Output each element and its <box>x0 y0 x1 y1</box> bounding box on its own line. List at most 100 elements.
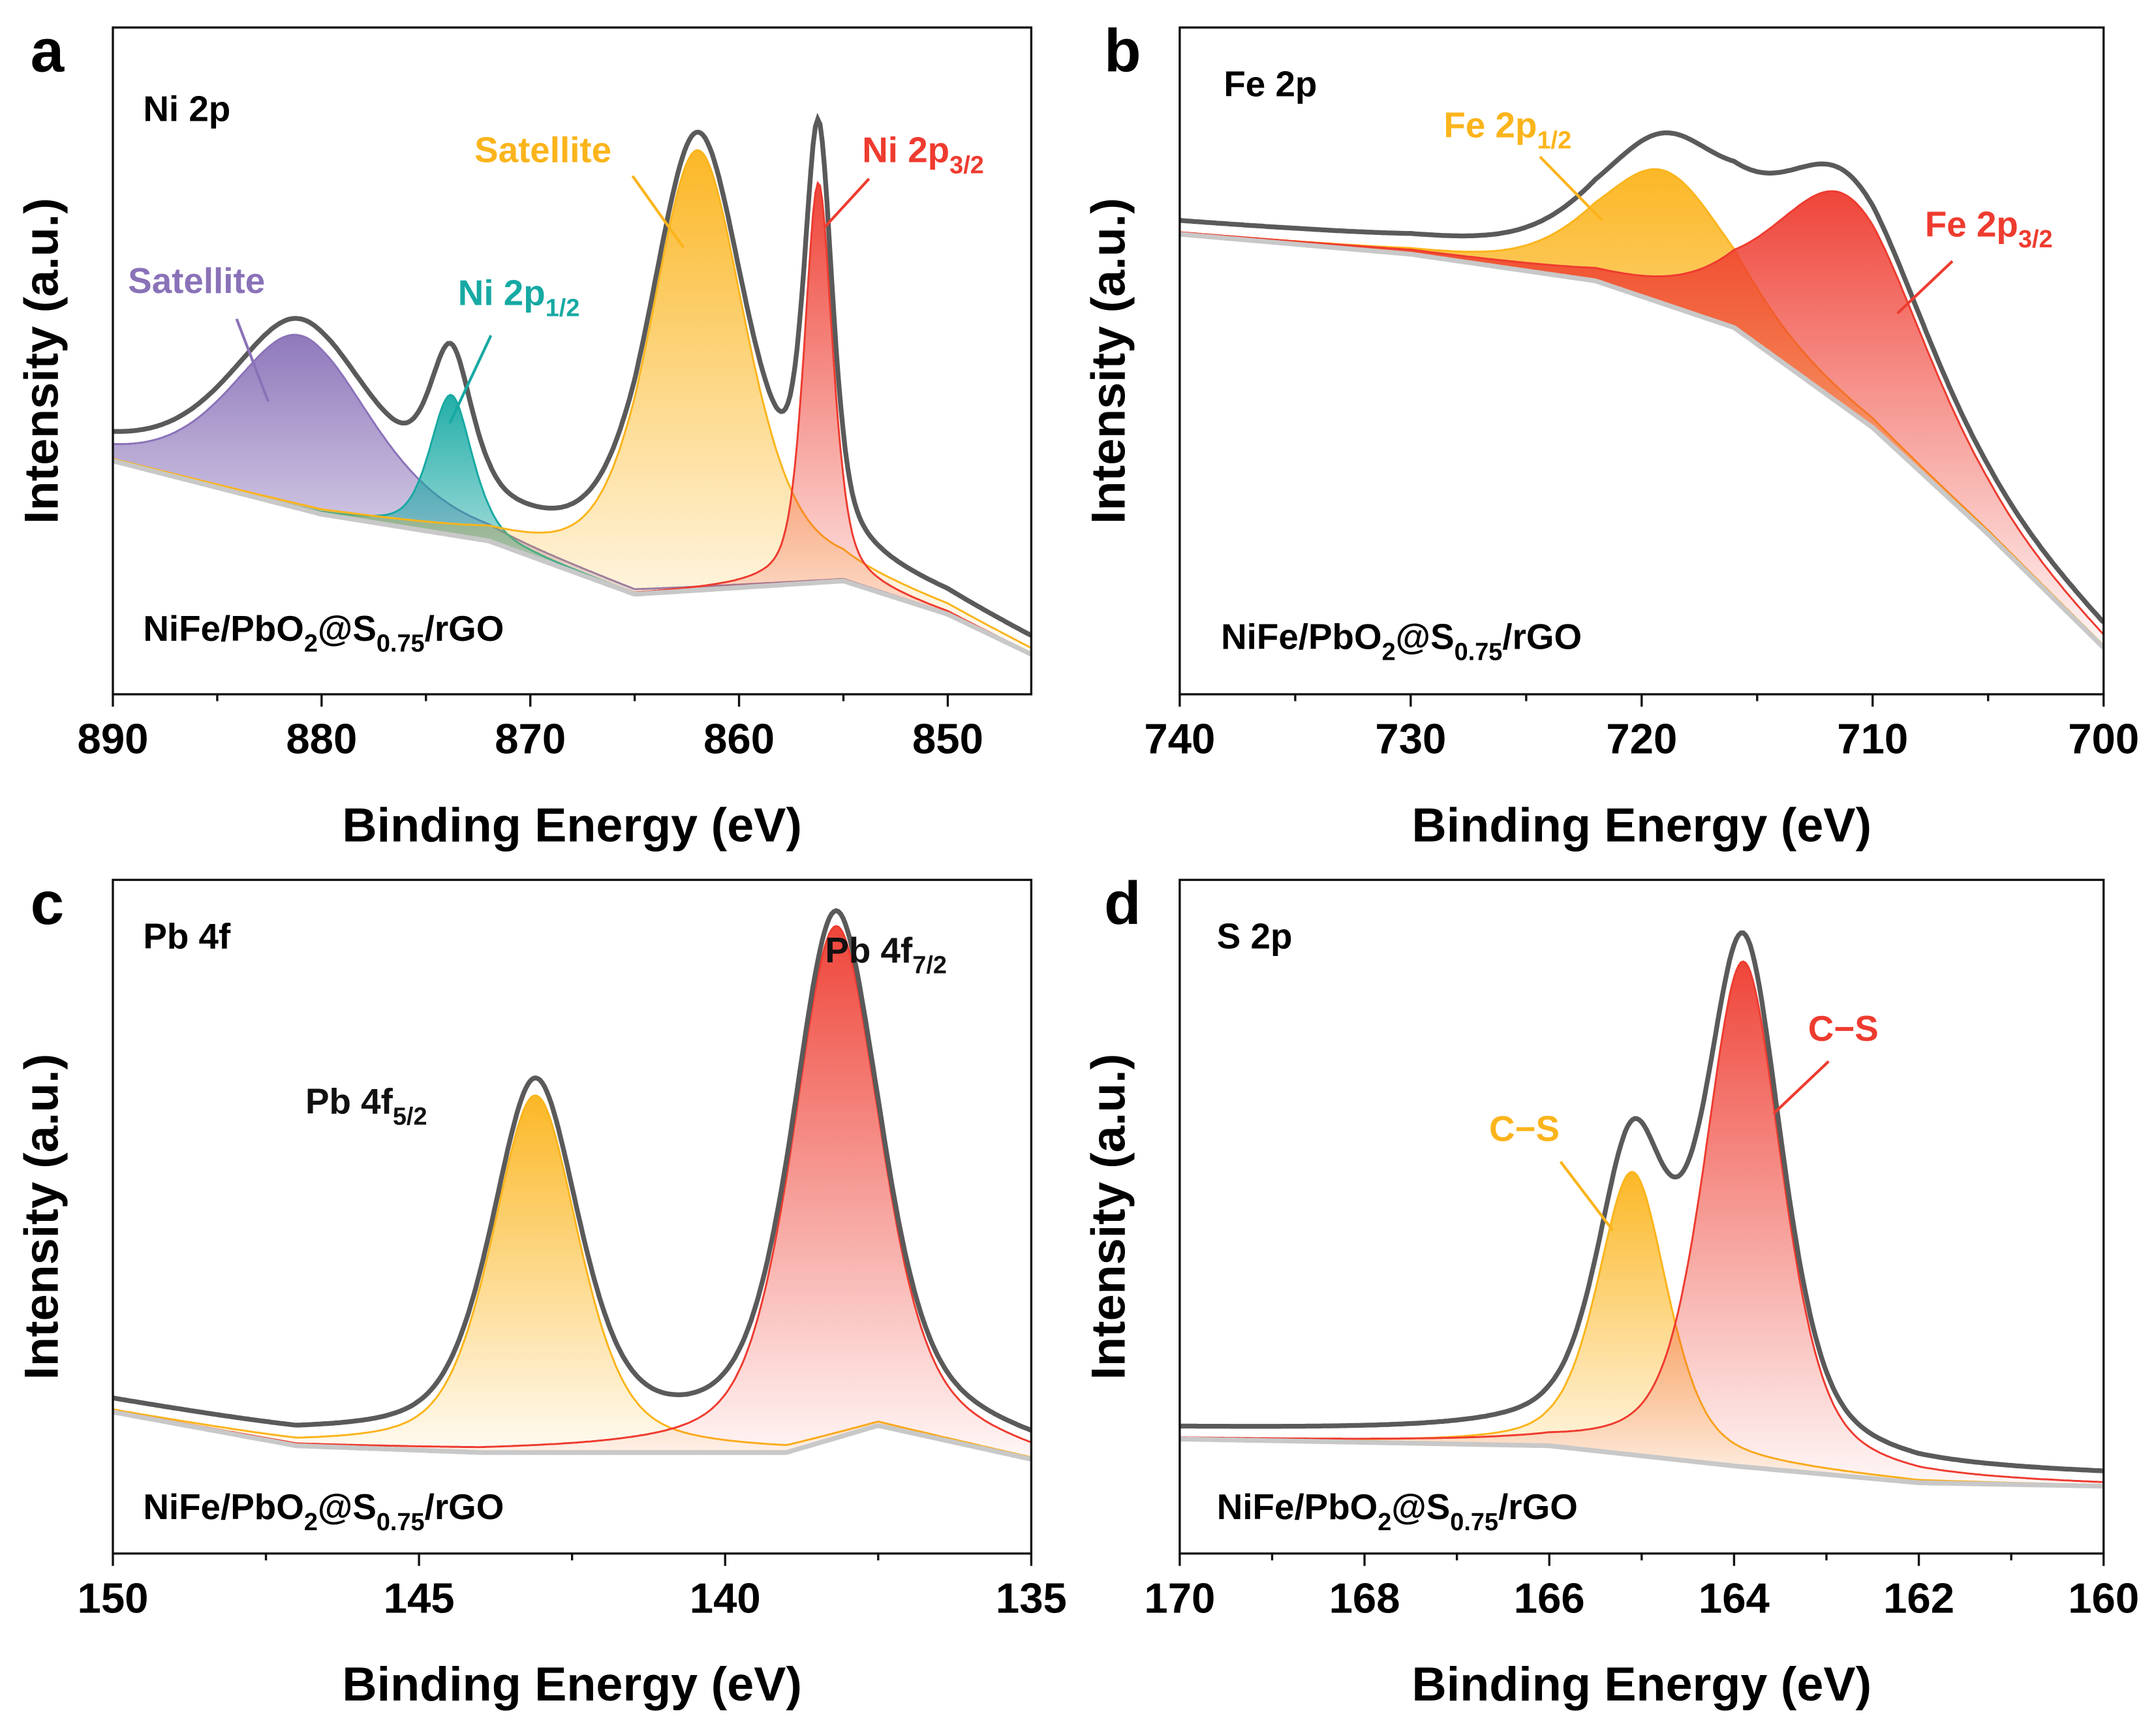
sample-label-part: 2 <box>1378 1509 1391 1536</box>
envelope-curve <box>1179 931 2104 1473</box>
peak-fill-0 <box>1179 1171 2104 1486</box>
sample-label: NiFe/PbO2@S0.75/rGO <box>1221 616 1582 666</box>
peak-label: Pb 4f5/2 <box>305 1081 427 1131</box>
x-tick-label: 870 <box>495 715 566 763</box>
panel-letter: c <box>31 869 65 937</box>
peak-leader-line <box>631 175 685 249</box>
plot-frame <box>112 26 1033 696</box>
x-tick-label: 860 <box>703 715 775 763</box>
sample-label-part: 2 <box>304 630 318 658</box>
x-tick-label: 170 <box>1144 1574 1215 1622</box>
x-tick-label: 720 <box>1606 715 1677 763</box>
peak-leader-line <box>824 177 870 228</box>
x-axis-title: Binding Energy (eV) <box>1411 797 1871 852</box>
sample-label-part: /rGO <box>1498 1486 1578 1527</box>
x-tick-label: 145 <box>384 1574 455 1622</box>
peak-label: Satellite <box>128 260 265 301</box>
peak-fill-0 <box>112 335 1032 654</box>
sample-label-part: 2 <box>1382 638 1396 666</box>
peak-fill-0 <box>1179 169 2104 648</box>
x-axis-title: Binding Energy (eV) <box>1411 1657 1871 1711</box>
x-tick-label: 166 <box>1514 1574 1585 1622</box>
sample-label-part: @S <box>1396 616 1455 656</box>
sample-label-part: /rGO <box>425 1486 504 1527</box>
sample-label-part: @S <box>1391 1486 1450 1527</box>
panel-letter: b <box>1104 17 1141 85</box>
peak-curve-1 <box>1179 190 2104 636</box>
panel-d: 170 168 166 164 162 160 Binding Energy (eV) Int… <box>1081 869 2140 1711</box>
x-tick-label: 700 <box>2068 715 2139 763</box>
x-tick-label: 740 <box>1144 715 1215 763</box>
x-tick-label: 850 <box>912 715 983 763</box>
background-curve <box>1179 1436 2104 1489</box>
x-tick-label: 135 <box>996 1574 1067 1622</box>
sample-label-part: 0.75 <box>377 1509 425 1536</box>
peak-label: C−S <box>1808 1008 1879 1049</box>
peak-leader-line <box>235 318 270 402</box>
x-tick-label: 710 <box>1837 715 1908 763</box>
envelope-curve <box>1179 130 2104 624</box>
panel-title: Fe 2p <box>1224 63 1317 104</box>
plot-area <box>112 112 1032 656</box>
sample-label-part: 0.75 <box>1455 638 1503 666</box>
panel-title: Pb 4f <box>143 916 231 957</box>
panel-a: 890 880 870 860 850 Binding Energy (eV) Intens… <box>14 17 1033 852</box>
peak-curve-2 <box>112 149 1032 649</box>
plot-frame <box>1178 26 2105 696</box>
plot-area <box>1179 931 2104 1489</box>
x-tick-label: 890 <box>78 715 149 763</box>
x-axis-title: Binding Energy (eV) <box>342 1657 802 1711</box>
panel-letter: a <box>31 17 65 85</box>
peak-label: Ni 2p3/2 <box>862 130 984 179</box>
sample-label-part: /rGO <box>425 608 504 649</box>
panel-letter: d <box>1104 869 1141 937</box>
peak-leader-line <box>1772 1060 1830 1115</box>
sample-label-part: 2 <box>304 1509 318 1536</box>
peak-leader-line <box>448 335 493 424</box>
plot-area <box>1179 130 2104 650</box>
plot-area <box>112 908 1032 1462</box>
peak-leader-line <box>1896 260 1954 315</box>
y-axis-title: Intensity (a.u.) <box>14 1054 69 1380</box>
peak-leader-line <box>1539 155 1603 221</box>
sample-label-part: @S <box>318 608 377 649</box>
x-tick-label: 164 <box>1699 1574 1770 1622</box>
y-axis-title: Intensity (a.u.) <box>1081 198 1135 524</box>
x-tick-label: 730 <box>1375 715 1446 763</box>
peak-leader-line <box>1559 1161 1614 1231</box>
peak-fill-0 <box>112 1095 1032 1460</box>
sample-label: NiFe/PbO2@S0.75/rGO <box>1217 1486 1578 1536</box>
sample-label-part: NiFe/PbO <box>1217 1486 1378 1527</box>
peak-fill-1 <box>112 926 1032 1460</box>
x-tick-label: 150 <box>78 1574 149 1622</box>
panel-b: 740 730 720 710 700 Binding Energy (eV) Intens… <box>1081 17 2140 852</box>
x-tick-label: 168 <box>1329 1574 1400 1622</box>
sample-label-part: NiFe/PbO <box>1221 616 1381 656</box>
sample-label-part: /rGO <box>1502 616 1582 656</box>
sample-label: NiFe/PbO2@S0.75/rGO <box>143 608 504 658</box>
peak-label: Satellite <box>474 130 611 170</box>
x-tick-label: 162 <box>1883 1574 1954 1622</box>
background-curve <box>112 458 1032 656</box>
panel-title: S 2p <box>1217 916 1293 957</box>
envelope-curve <box>112 908 1032 1433</box>
sample-label: NiFe/PbO2@S0.75/rGO <box>143 1486 504 1536</box>
y-axis-title: Intensity (a.u.) <box>14 198 69 524</box>
panel-c: 150 145 140 135 Binding Energy (eV) Intensity… <box>14 869 1067 1711</box>
peak-label: Fe 2p3/2 <box>1925 204 2053 253</box>
peak-label: C−S <box>1489 1109 1560 1149</box>
peak-label: Ni 2p1/2 <box>458 273 580 322</box>
panel-title: Ni 2p <box>143 88 230 129</box>
y-axis-title: Intensity (a.u.) <box>1081 1054 1135 1380</box>
sample-label-part: NiFe/PbO <box>143 1486 303 1527</box>
sample-label-part: 0.75 <box>1450 1509 1498 1536</box>
peak-label: Pb 4f7/2 <box>825 930 947 979</box>
peak-curve-1 <box>1179 960 2104 1483</box>
sample-label-part: 0.75 <box>377 630 425 658</box>
x-tick-label: 160 <box>2068 1574 2139 1622</box>
peak-fill-1 <box>1179 191 2104 648</box>
x-axis-title: Binding Energy (eV) <box>342 797 802 852</box>
background-curve <box>1179 232 2104 650</box>
peak-fill-3 <box>112 183 1032 654</box>
